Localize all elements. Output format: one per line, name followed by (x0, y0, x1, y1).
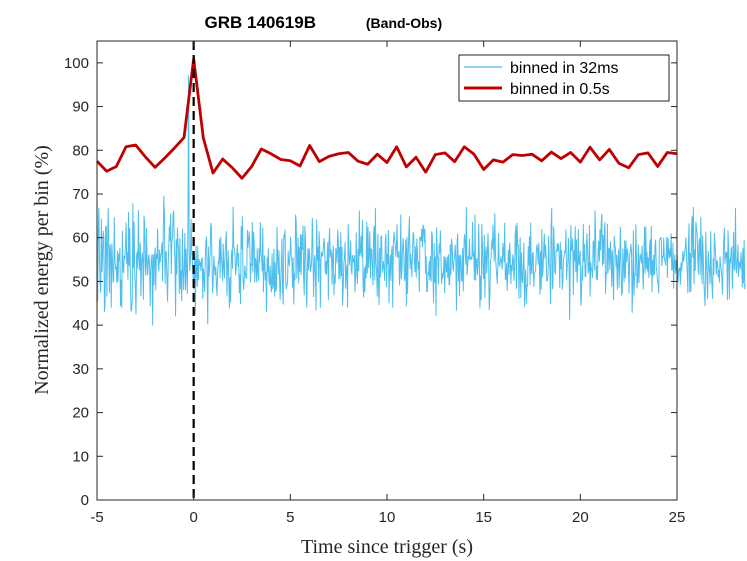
y-axis-label: Normalized energy per bin (%) (31, 145, 53, 395)
x-axis-label: Time since trigger (s) (301, 536, 473, 558)
y-tick-label: 0 (81, 492, 89, 509)
x-tick-label: 5 (286, 509, 294, 526)
x-tick-label: 0 (189, 509, 197, 526)
y-tick-label: 40 (72, 317, 89, 334)
x-tick-label: 10 (379, 509, 396, 526)
x-tick-label: 25 (669, 509, 686, 526)
y-tick-label: 30 (72, 361, 89, 378)
legend-label-32ms: binned in 32ms (510, 60, 619, 77)
y-tick-label: 10 (72, 448, 89, 465)
y-tick-label: 70 (72, 186, 89, 203)
y-tick-label: 20 (72, 405, 89, 422)
y-tick-label: 60 (72, 230, 89, 247)
x-tick-label: 20 (572, 509, 589, 526)
legend-label-0-5s: binned in 0.5s (510, 81, 610, 98)
x-tick-label: -5 (90, 509, 103, 526)
chart-title: GRB 140619B (204, 13, 316, 32)
legend-box (458, 54, 670, 102)
y-tick-label: 100 (64, 55, 89, 72)
plot-frame (96, 40, 678, 501)
y-tick-label: 80 (72, 142, 89, 159)
x-tick-label: 15 (475, 509, 492, 526)
y-tick-label: 50 (72, 273, 89, 290)
legend: binned in 32ms binned in 0.5s (458, 54, 670, 102)
chart-subtitle: (Band-Obs) (366, 15, 442, 31)
series-binned-32ms-line (96, 75, 746, 326)
y-tick-label: 90 (72, 99, 89, 116)
